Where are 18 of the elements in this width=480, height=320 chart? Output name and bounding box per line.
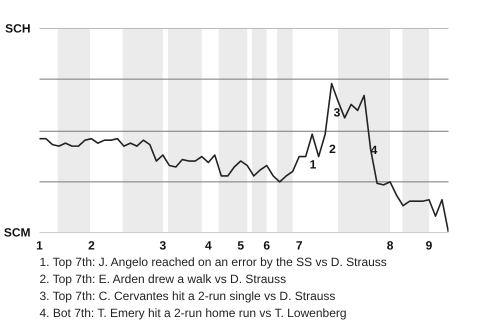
x-tick-label: 1 (36, 238, 44, 252)
annotation: 1 (310, 158, 317, 172)
text: SCH (5, 22, 31, 36)
x-tick-label: 5 (237, 238, 244, 252)
text: 2. Top 7th: E. Arden drew a walk vs D. Strauss (40, 272, 286, 286)
text: 4. Bot 7th: T. Emery hit a 2-run home run vs T. Lowenberg (40, 306, 347, 320)
x-tick-label: 9 (426, 238, 433, 252)
x-tick-label: 6 (263, 238, 270, 252)
x-tick-label: 7 (296, 238, 303, 252)
x-tick-label: 4 (204, 238, 212, 252)
annotation: 3 (334, 106, 341, 120)
x-tick-label: 2 (88, 238, 96, 252)
text: SCM (4, 226, 31, 240)
x-tick-label: 8 (386, 238, 394, 252)
x-tick-label: 3 (160, 238, 167, 252)
text: 1. Top 7th: J. Angelo reached on an error by the SS vs D. Strauss (40, 255, 387, 269)
text: 3. Top 7th: C. Cervantes hit a 2-run single vs D. Strauss (40, 289, 336, 303)
annotation: 2 (329, 142, 336, 156)
